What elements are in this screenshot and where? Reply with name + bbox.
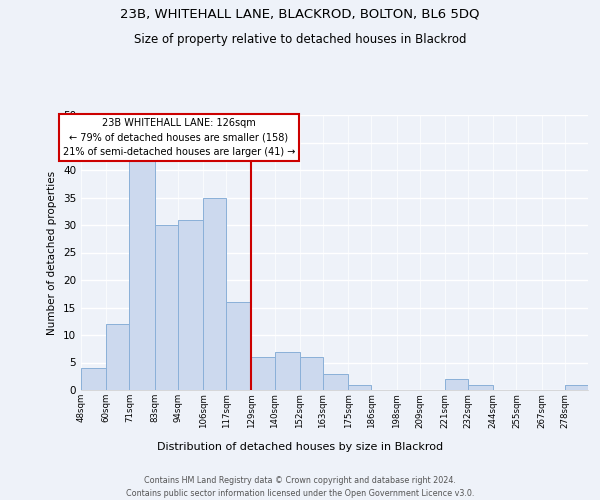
Bar [178,220,203,390]
Bar [445,379,468,390]
Bar [106,324,130,390]
Y-axis label: Number of detached properties: Number of detached properties [47,170,58,334]
Text: 23B, WHITEHALL LANE, BLACKROD, BOLTON, BL6 5DQ: 23B, WHITEHALL LANE, BLACKROD, BOLTON, B… [120,8,480,20]
Text: Size of property relative to detached houses in Blackrod: Size of property relative to detached ho… [134,32,466,46]
Text: Contains public sector information licensed under the Open Government Licence v3: Contains public sector information licen… [126,489,474,498]
Bar [275,352,300,390]
Text: Contains HM Land Registry data © Crown copyright and database right 2024.: Contains HM Land Registry data © Crown c… [144,476,456,485]
Bar [323,374,348,390]
Bar [226,302,251,390]
Bar [300,357,323,390]
Bar [130,159,155,390]
Bar [251,357,275,390]
Text: Distribution of detached houses by size in Blackrod: Distribution of detached houses by size … [157,442,443,452]
Bar [468,384,493,390]
Bar [155,225,178,390]
Bar [348,384,371,390]
Bar [203,198,226,390]
Bar [565,384,588,390]
Bar [81,368,106,390]
Text: 23B WHITEHALL LANE: 126sqm
← 79% of detached houses are smaller (158)
21% of sem: 23B WHITEHALL LANE: 126sqm ← 79% of deta… [62,118,295,158]
